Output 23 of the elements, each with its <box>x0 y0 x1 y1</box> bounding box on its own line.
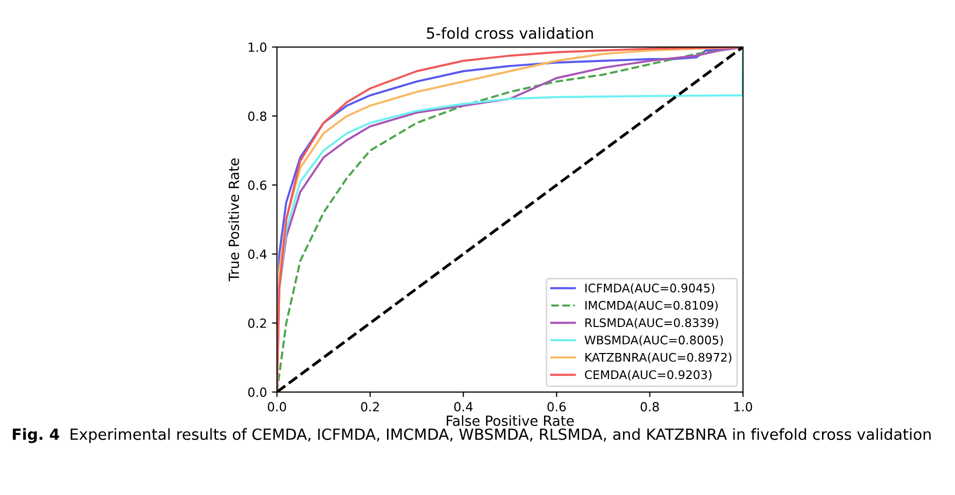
legend-label: ICFMDA(AUC=0.9045) <box>585 283 714 294</box>
legend-label: KATZBNRA(AUC=0.8972) <box>585 352 732 364</box>
legend-label: CEMDA(AUC=0.9203) <box>584 370 712 381</box>
text: Experimental results of CEMDA, ICFMDA, IMCMDA, WBSMDA, RLSMDA, and KATZBNRA in fivefold cross validation <box>70 428 931 443</box>
x-tick-label: 0.0 <box>268 402 286 412</box>
legend-label: RLSMDA(AUC=0.8339) <box>585 318 718 329</box>
y-axis-title: True Positive Rate <box>228 158 240 282</box>
y-tick-label: 0.8 <box>248 112 266 121</box>
x-tick-label: 1.0 <box>734 402 752 412</box>
chart-title: 5-fold cross validation <box>426 27 593 39</box>
x-tick-label: 0.8 <box>640 402 659 412</box>
y-tick-label: 0.6 <box>248 180 266 190</box>
legend-label: WBSMDA(AUC=0.8005) <box>584 335 723 346</box>
caption: Fig. 4 <box>12 428 60 444</box>
y-tick-label: 1.0 <box>248 42 266 52</box>
x-tick-label: 0.6 <box>547 402 566 412</box>
legend-label: IMCMDA(AUC=0.8109) <box>585 300 718 312</box>
x-tick-label: 0.2 <box>361 402 379 412</box>
y-tick-label: 0.4 <box>248 250 267 259</box>
x-tick-label: 0.4 <box>454 402 473 412</box>
y-tick-label: 0.0 <box>248 388 266 397</box>
x-axis-title: False Positive Rate <box>446 415 574 426</box>
y-tick-label: 0.2 <box>248 318 266 328</box>
